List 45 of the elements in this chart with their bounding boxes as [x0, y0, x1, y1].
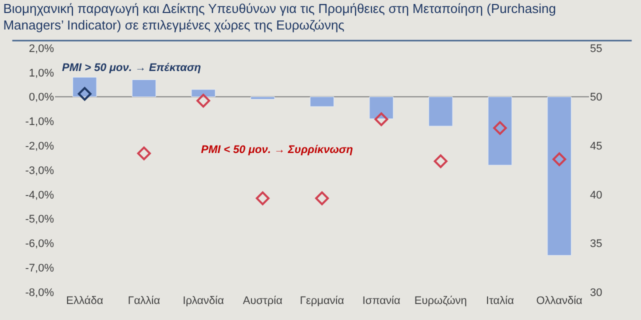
- x-tick-label: Ολλανδία: [536, 295, 584, 307]
- point: [315, 191, 329, 206]
- y-tick-label: -7,0%: [25, 262, 54, 274]
- y-tick-label: 0,0%: [28, 92, 54, 104]
- point: [374, 112, 388, 126]
- point: [256, 191, 270, 206]
- x-tick-label: Ιταλία: [486, 295, 515, 307]
- point: [493, 121, 507, 135]
- y-tick-label: -1,0%: [25, 116, 54, 128]
- point: [196, 94, 210, 108]
- y2-tick-label: 45: [590, 140, 602, 152]
- y2-tick-label: 55: [590, 42, 602, 55]
- y-tick-label: -2,0%: [25, 140, 54, 152]
- y2-tick-label: 50: [590, 92, 602, 104]
- x-tick-label: Ελλάδα: [66, 295, 104, 307]
- y2-tick-label: 40: [590, 189, 602, 202]
- bar: [369, 96, 394, 120]
- y-tick-label: -8,0%: [25, 286, 54, 299]
- x-tick-label: Γαλλία: [128, 295, 161, 307]
- point: [434, 154, 448, 168]
- chart-title: Βιομηχανική παραγωγή και Δείκτης Υπευθύνων για τις Προμήθειες στη Μεταποίηση (Purchasing Managers’ Indicator) σε επιλεγμένες χώρες της Ευρωζώνης: [3, 0, 556, 33]
- x-tick-label: Ιρλανδία: [182, 295, 225, 307]
- y-tick-label: -4,0%: [25, 189, 54, 202]
- x-tick-label: Γερμανία: [300, 295, 345, 307]
- annotation: PMI > 50 μον. → Επέκταση: [62, 62, 202, 74]
- x-tick-label: Ευρωζώνη: [414, 295, 467, 307]
- y-tick-label: -6,0%: [25, 238, 54, 250]
- y-tick-label: -3,0%: [25, 164, 54, 177]
- y2-tick-label: 30: [590, 286, 602, 299]
- bar: [488, 96, 512, 166]
- bar: [428, 96, 453, 126]
- bar: [191, 89, 216, 98]
- y2-tick-label: 35: [590, 238, 602, 250]
- x-tick-label: Ισπανία: [362, 295, 401, 307]
- annotation: PMI < 50 μον. → Συρρίκνωση: [201, 144, 354, 156]
- point: [552, 152, 566, 166]
- y-tick-label: -5,0%: [25, 214, 54, 226]
- x-tick-label: Αυστρία: [242, 295, 284, 307]
- bar: [310, 96, 334, 107]
- bar: [547, 96, 572, 256]
- y-tick-label: 2,0%: [28, 42, 54, 55]
- bar: [250, 96, 275, 100]
- bar: [132, 79, 156, 98]
- point: [137, 146, 151, 160]
- y-tick-label: 1,0%: [28, 67, 54, 80]
